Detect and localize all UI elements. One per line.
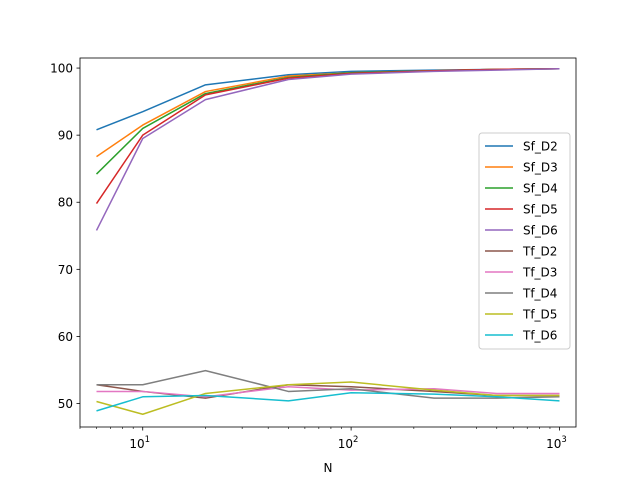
x-tick-label: 102	[338, 435, 359, 451]
x-axis-ticks: 101 102 103	[79, 427, 567, 451]
legend-label: Sf_D4	[523, 182, 558, 196]
y-tick-label: 60	[58, 330, 73, 344]
series-line-tf-d5	[96, 381, 560, 415]
series-line-tf-d6	[96, 392, 560, 412]
x-tick-label: 101	[129, 435, 150, 451]
y-tick-label: 80	[58, 196, 73, 210]
plot-frame	[79, 57, 577, 428]
legend-box	[478, 132, 571, 350]
legend-label: Sf_D3	[523, 161, 558, 175]
y-axis-ticks: 50 60 70 80 90 100	[50, 62, 80, 411]
legend-label: Tf_D3	[522, 266, 557, 280]
series-line-sf-d6	[95, 67, 560, 231]
y-tick-label: 50	[58, 397, 73, 411]
legend-label: Tf_D6	[522, 329, 557, 343]
legend-label: Tf_D4	[522, 287, 557, 301]
legend-label: Sf_D2	[523, 140, 558, 154]
x-axis-label: N	[324, 461, 333, 475]
legend-label: Sf_D6	[523, 224, 558, 238]
legend-label: Sf_D5	[523, 203, 558, 217]
legend-label: Tf_D5	[522, 308, 557, 322]
series-line-tf-d4	[96, 369, 560, 399]
y-tick-label: 90	[58, 129, 73, 143]
series-line-tf-d3	[96, 386, 560, 398]
legend-label: Tf_D2	[522, 245, 557, 259]
y-tick-label: 70	[58, 263, 73, 277]
series-lines	[95, 67, 560, 415]
legend: Sf_D2 Sf_D3 Sf_D4 Sf_D5 Sf_D6 Tf_D2 Tf_D3 Tf_D4…	[478, 132, 571, 350]
x-tick-label: 103	[546, 435, 567, 451]
y-tick-label: 100	[50, 62, 73, 76]
